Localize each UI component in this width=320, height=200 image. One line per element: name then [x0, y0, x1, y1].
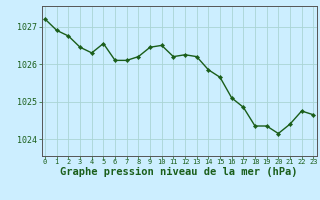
X-axis label: Graphe pression niveau de la mer (hPa): Graphe pression niveau de la mer (hPa): [60, 167, 298, 177]
